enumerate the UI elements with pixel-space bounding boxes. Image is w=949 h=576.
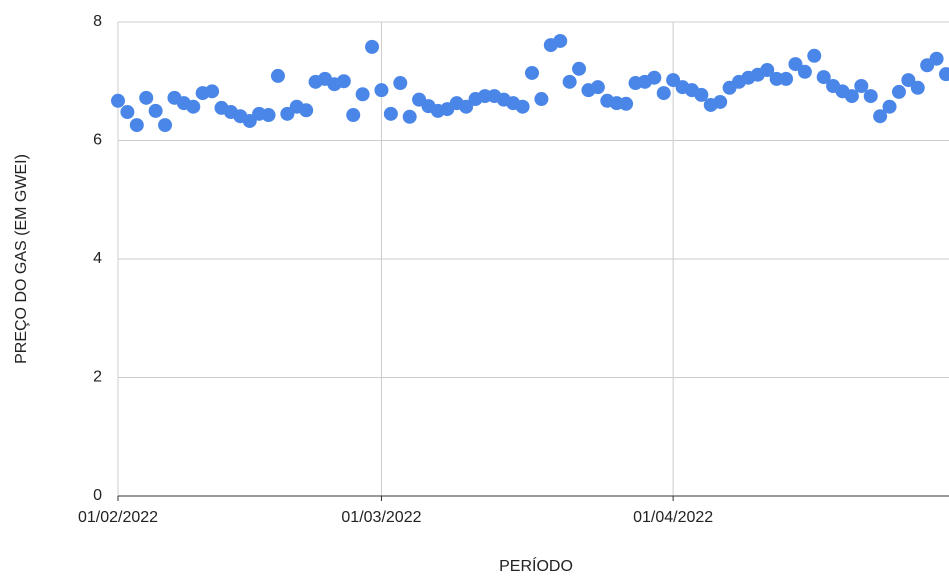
point (590, 80, 605, 95)
point (910, 80, 925, 95)
y-tick-label: 4 (93, 250, 102, 267)
point (525, 65, 539, 80)
point (788, 57, 803, 72)
point (346, 108, 361, 123)
y-tick-label: 2 (93, 369, 102, 386)
y-tick-label: 6 (93, 132, 102, 149)
x-tick-label: 01/03/2022 (341, 509, 421, 526)
point (882, 99, 897, 114)
point (402, 109, 417, 124)
point (186, 99, 201, 114)
point (515, 99, 530, 114)
point (374, 83, 389, 98)
point (779, 71, 794, 86)
point (459, 99, 474, 114)
point (365, 39, 380, 54)
point (619, 96, 634, 111)
point (553, 33, 568, 48)
point (854, 78, 869, 93)
point (299, 103, 314, 118)
y-tick-label: 8 (93, 13, 102, 30)
point (863, 89, 878, 104)
point (336, 74, 351, 89)
point (261, 108, 276, 123)
point (383, 106, 398, 121)
point (873, 109, 888, 124)
x-tick-label: 01/02/2022 (78, 509, 158, 526)
point (939, 67, 949, 82)
point (656, 86, 671, 101)
point (393, 76, 408, 91)
x-axis-label: PERÍODO (499, 556, 573, 575)
point (807, 48, 822, 63)
point (148, 103, 163, 118)
point (139, 90, 154, 105)
point (270, 68, 285, 83)
point (111, 93, 125, 108)
point (120, 105, 135, 120)
point (901, 73, 916, 88)
point (760, 62, 775, 77)
point (891, 84, 906, 99)
point (816, 70, 831, 85)
point (355, 87, 370, 102)
point (713, 94, 728, 109)
point (694, 87, 709, 102)
point (647, 70, 662, 85)
point (572, 61, 587, 76)
point (205, 84, 220, 99)
y-axis-label: PREÇO DO GAS (EM GWEI) (13, 154, 30, 364)
point (534, 92, 549, 107)
point (129, 118, 144, 133)
y-tick-label: 0 (93, 487, 102, 504)
point (844, 89, 859, 104)
point (562, 74, 577, 89)
point (158, 118, 173, 133)
x-tick-label: 01/04/2022 (633, 509, 713, 526)
point (797, 64, 812, 79)
point (929, 51, 944, 66)
